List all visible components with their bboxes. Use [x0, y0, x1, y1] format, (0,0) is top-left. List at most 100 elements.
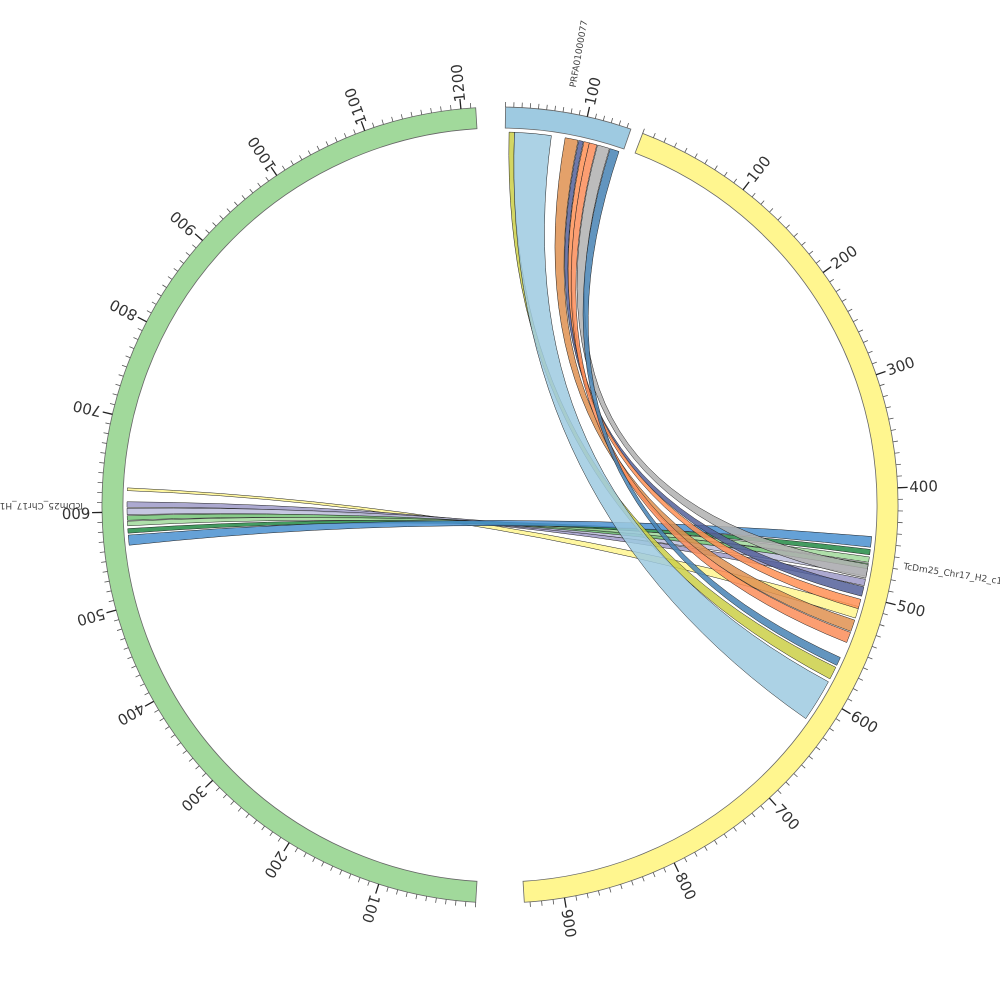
- minor-tick: [570, 108, 573, 114]
- minor-tick: [120, 637, 126, 641]
- major-tick: [885, 601, 896, 606]
- minor-tick: [410, 111, 413, 117]
- minor-tick: [334, 137, 338, 142]
- minor-tick: [167, 276, 173, 280]
- chromosome-segments: [101, 106, 899, 903]
- minor-tick: [103, 432, 109, 435]
- major-tick: [194, 233, 204, 241]
- minor-tick: [760, 805, 765, 810]
- minor-tick: [835, 288, 841, 293]
- tick-label: 100: [581, 75, 605, 107]
- minor-tick: [777, 216, 782, 221]
- minor-tick: [663, 867, 667, 873]
- minor-tick: [892, 440, 898, 443]
- minor-tick: [118, 374, 124, 377]
- minor-tick: [879, 624, 885, 627]
- major-tick: [563, 897, 567, 908]
- minor-tick: [890, 429, 896, 431]
- major-tick: [106, 609, 117, 614]
- minor-tick: [108, 600, 114, 603]
- minor-tick: [575, 895, 578, 901]
- major-tick: [841, 708, 851, 715]
- minor-tick: [230, 800, 235, 806]
- minor-tick: [112, 393, 118, 396]
- minor-tick: [386, 886, 389, 892]
- tick-label: 900: [557, 908, 579, 939]
- minor-tick: [99, 462, 105, 464]
- minor-tick: [420, 109, 423, 115]
- tick-label: 400: [909, 477, 938, 496]
- minor-tick: [104, 580, 110, 583]
- minor-tick: [151, 301, 157, 305]
- minor-tick: [205, 229, 210, 234]
- minor-tick: [162, 284, 167, 288]
- minor-tick: [793, 773, 798, 778]
- major-tick: [283, 842, 290, 852]
- major-tick: [768, 797, 777, 806]
- major-tick: [270, 166, 278, 176]
- minor-tick: [226, 208, 231, 213]
- tick-label: 200: [827, 242, 861, 273]
- minor-tick: [885, 406, 891, 409]
- minor-tick: [785, 224, 790, 229]
- tick-label: 1200: [448, 63, 470, 103]
- minor-tick: [105, 422, 111, 425]
- minor-tick: [858, 677, 864, 681]
- major-tick: [459, 98, 462, 109]
- minor-tick: [882, 395, 888, 398]
- minor-tick: [742, 820, 747, 825]
- link-ribbon-12: [582, 148, 841, 666]
- minor-tick: [714, 165, 718, 171]
- minor-tick: [164, 726, 170, 730]
- link-ribbon-7: [554, 137, 856, 632]
- minor-tick: [733, 827, 737, 832]
- minor-tick: [348, 873, 352, 879]
- minor-tick: [684, 857, 688, 863]
- minor-tick: [723, 833, 728, 839]
- minor-tick: [626, 122, 629, 128]
- minor-tick: [222, 794, 227, 799]
- major-tick: [586, 106, 591, 117]
- minor-tick: [170, 734, 176, 738]
- major-tick: [742, 181, 750, 191]
- minor-tick: [154, 709, 159, 713]
- minor-tick: [353, 129, 356, 135]
- minor-tick: [241, 195, 246, 200]
- major-tick: [137, 316, 147, 323]
- minor-tick: [760, 200, 765, 205]
- minor-tick: [785, 781, 790, 786]
- minor-tick: [888, 417, 894, 420]
- major-tick: [822, 266, 832, 274]
- minor-tick: [321, 861, 325, 867]
- tick-label: 500: [895, 596, 927, 620]
- link-ribbon-6: [127, 520, 872, 548]
- segment-h2: [522, 132, 899, 903]
- link-ribbon-10: [570, 142, 851, 643]
- minor-tick: [253, 819, 258, 825]
- minor-tick: [116, 628, 122, 631]
- minor-tick: [704, 846, 708, 851]
- minor-tick: [723, 171, 728, 177]
- minor-tick: [853, 319, 858, 323]
- minor-tick: [245, 813, 250, 819]
- minor-tick: [829, 278, 835, 283]
- minor-tick: [620, 884, 623, 890]
- minor-tick: [182, 750, 187, 754]
- minor-tick: [137, 328, 143, 331]
- minor-tick: [882, 613, 888, 616]
- minor-tick: [871, 646, 877, 649]
- minor-tick: [106, 590, 112, 593]
- minor-tick: [541, 900, 543, 906]
- minor-tick: [188, 757, 194, 762]
- minor-tick: [652, 132, 656, 138]
- minor-tick: [609, 887, 612, 893]
- minor-tick: [815, 259, 821, 264]
- minor-tick: [330, 865, 334, 871]
- minor-tick: [894, 452, 900, 454]
- minor-tick: [704, 159, 708, 164]
- minor-tick: [890, 579, 896, 582]
- minor-tick: [282, 165, 286, 171]
- tick-label: 100: [358, 892, 384, 925]
- minor-tick: [312, 857, 316, 862]
- minor-tick: [425, 896, 428, 902]
